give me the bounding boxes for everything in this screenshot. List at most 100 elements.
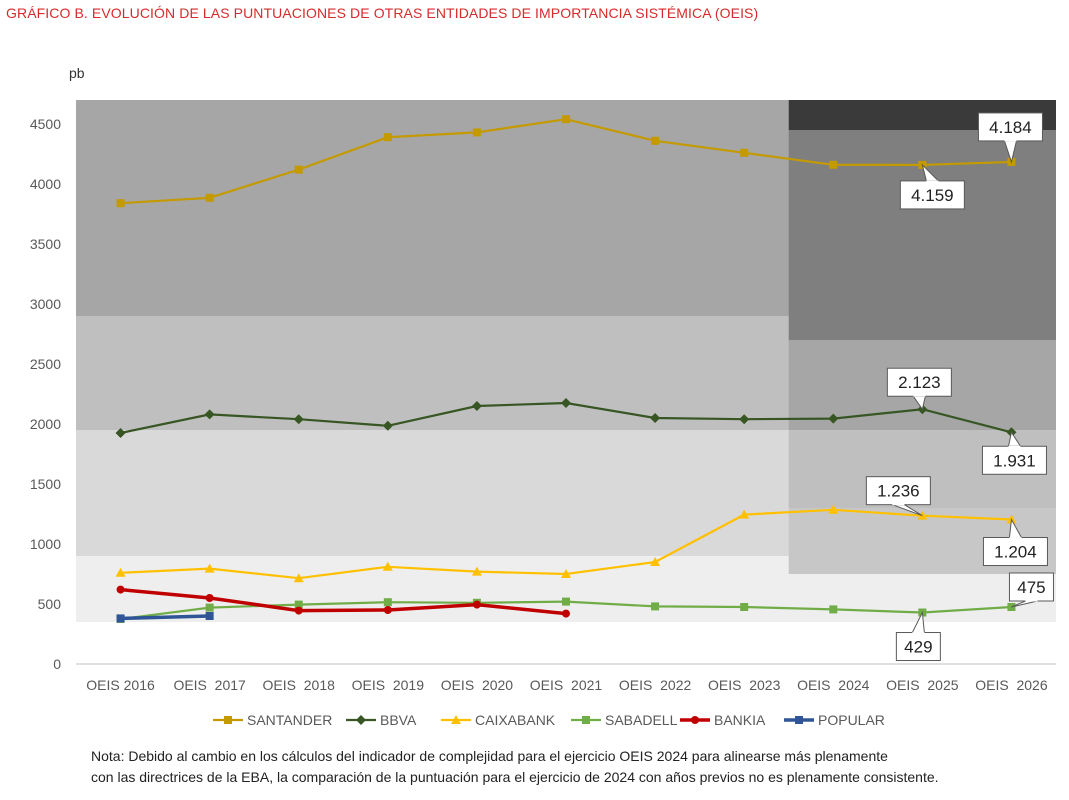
callout-joint xyxy=(926,180,939,183)
data-point-bankia xyxy=(205,594,214,602)
callout-box xyxy=(982,537,1048,567)
data-point-bankia xyxy=(116,585,125,594)
footnote-line-2: con las directrices de la EBA, la compar… xyxy=(91,769,939,785)
data-point-sabadell xyxy=(829,605,838,614)
background-bands xyxy=(76,100,1056,622)
legend-label-popular: POPULAR xyxy=(818,712,885,728)
data-point-bankia xyxy=(562,609,570,618)
series-line-popular xyxy=(120,614,210,621)
legend-label-bbva: BBVA xyxy=(380,712,417,728)
legend-marker-santander xyxy=(224,716,232,724)
series-lines xyxy=(115,115,1017,623)
y-tick-label: 3000 xyxy=(30,296,61,312)
data-point-popular xyxy=(116,614,125,623)
data-point-santander xyxy=(651,136,660,145)
data-point-santander xyxy=(562,115,570,124)
x-tick-label: OEIS 2022 xyxy=(619,677,692,693)
data-point-sabadell xyxy=(383,598,392,607)
callout-joint xyxy=(892,503,905,506)
data-point-caixabank xyxy=(293,573,304,583)
x-tick-label: OEIS 2018 xyxy=(263,677,336,693)
x-tick-label: OEIS 2023 xyxy=(708,677,781,693)
data-point-bbva xyxy=(204,409,215,420)
data-point-caixabank xyxy=(115,567,126,577)
data-label: 2.123 xyxy=(898,373,941,392)
data-point-sabadell xyxy=(294,600,303,609)
x-tick-label: OEIS 2019 xyxy=(352,677,425,693)
data-label: 1.204 xyxy=(994,543,1037,562)
data-point-santander xyxy=(829,160,838,169)
data-label: 1.236 xyxy=(877,482,920,501)
series-line-bankia xyxy=(120,587,567,616)
data-label: 1.931 xyxy=(993,451,1036,470)
legend-label-bankia: BANKIA xyxy=(714,712,766,728)
y-tick-label: 4500 xyxy=(30,116,61,132)
data-point-bbva xyxy=(115,428,126,438)
legend-label-sabadell: SABADELL xyxy=(605,712,678,728)
legend-marker-popular xyxy=(795,716,803,724)
callout-joint xyxy=(1004,139,1017,142)
data-point-bbva xyxy=(382,420,393,431)
data-point-santander xyxy=(205,193,214,202)
data-point-bankia xyxy=(472,600,481,609)
data-point-sabadell xyxy=(562,597,570,606)
legend-marker-bankia xyxy=(691,716,699,724)
data-point-bankia xyxy=(383,606,392,614)
data-point-bbva xyxy=(828,413,839,424)
data-point-bbva xyxy=(293,414,304,425)
footnote-line-1: Nota: Debido al cambio en los cálculos d… xyxy=(91,748,888,764)
legend: SANTANDER BBVA CAIXABANK SABADELL BANKIA POPU… xyxy=(213,712,885,728)
y-tick-label: 0 xyxy=(53,656,61,672)
x-tick-label: OEIS 2016 xyxy=(86,677,155,693)
x-tick-label: OEIS 2020 xyxy=(441,677,514,693)
data-point-santander xyxy=(294,165,303,174)
data-point-santander xyxy=(472,128,481,137)
x-tick-label: OEIS 2025 xyxy=(886,677,959,693)
data-point-santander xyxy=(740,148,749,157)
chart-title: GRÁFICO B. EVOLUCIÓN DE LAS PUNTUACIONES… xyxy=(6,5,759,21)
legend-label-santander: SANTANDER xyxy=(247,712,332,728)
data-point-santander xyxy=(116,199,125,208)
callout-joint xyxy=(1025,599,1038,602)
x-tick-label: OEIS 2024 xyxy=(797,677,870,693)
data-point-bankia xyxy=(294,606,303,615)
data-point-bbva xyxy=(471,401,482,411)
x-tick-label: OEIS 2017 xyxy=(173,677,246,693)
legend-marker-sabadell xyxy=(582,716,590,724)
footnote: Nota: Debido al cambio en los cálculos d… xyxy=(91,746,1061,788)
y-tick-label: 3500 xyxy=(30,236,61,252)
y-tick-label: 500 xyxy=(38,596,62,612)
callout-box xyxy=(977,112,1043,142)
y-axis-label: pb xyxy=(69,65,85,81)
data-label: 429 xyxy=(904,638,932,657)
data-label: 4.159 xyxy=(911,186,954,205)
data-point-bbva xyxy=(650,413,661,423)
legend-marker-caixabank xyxy=(451,715,461,724)
callout-joint xyxy=(1008,445,1021,448)
callout-joint xyxy=(913,394,926,397)
y-tick-label: 1500 xyxy=(30,476,61,492)
data-point-sabadell xyxy=(205,603,214,612)
y-tick-label: 2000 xyxy=(30,416,61,432)
y-tick-label: 1000 xyxy=(30,536,61,552)
x-axis: OEIS 2016 OEIS 2017 OEIS 2018 OEIS 2019 OEIS… xyxy=(86,677,1048,693)
data-label: 475 xyxy=(1017,578,1045,597)
data-point-bbva xyxy=(561,398,571,408)
data-point-caixabank xyxy=(471,566,482,576)
callout-joint xyxy=(912,632,925,635)
legend-label-caixabank: CAIXABANK xyxy=(475,712,556,728)
x-tick-label: OEIS 2021 xyxy=(530,677,603,693)
data-point-caixabank xyxy=(382,561,393,571)
legend-marker-bbva xyxy=(356,715,366,725)
line-chart: 0 500 1000 1500 2000 2500 3000 3500 4000 4500 pb O… xyxy=(30,65,1056,728)
x-tick-label: OEIS 2026 xyxy=(975,677,1048,693)
y-tick-label: 2500 xyxy=(30,356,61,372)
data-point-caixabank xyxy=(650,557,661,566)
y-axis: 0 500 1000 1500 2000 2500 3000 3500 4000 4500 pb xyxy=(30,65,1056,672)
data-point-popular xyxy=(205,612,214,620)
data-label: 4.184 xyxy=(989,118,1032,137)
data-point-sabadell xyxy=(740,603,749,611)
callout-joint xyxy=(1009,537,1022,540)
data-point-caixabank xyxy=(828,504,839,514)
data-point-sabadell xyxy=(651,602,660,611)
